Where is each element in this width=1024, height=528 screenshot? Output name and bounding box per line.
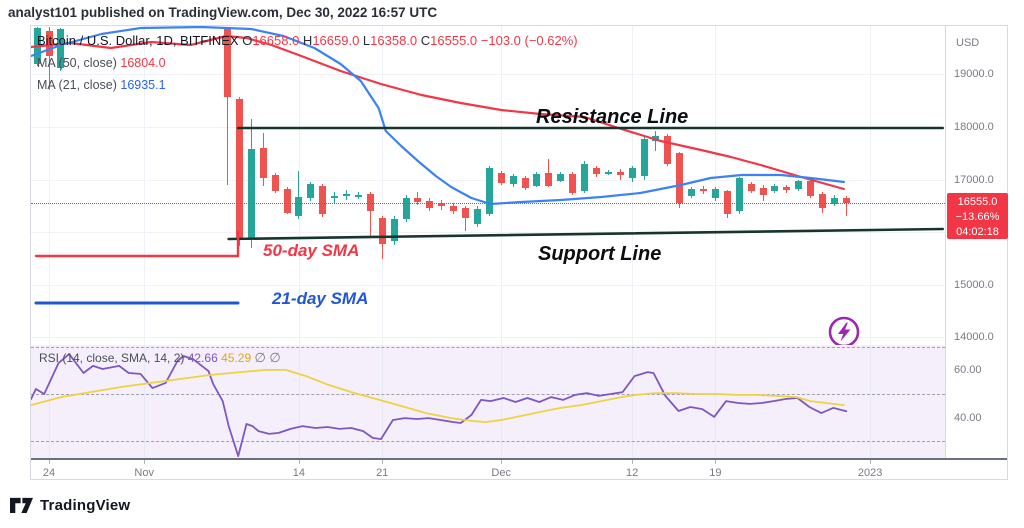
sma21-label: 21-day SMA <box>272 289 369 308</box>
time-tick: 19 <box>709 467 722 479</box>
rsi-legend[interactable]: RSI (14, close, SMA, 14, 2) 42.66 45.29 … <box>39 350 281 366</box>
time-tick: Nov <box>134 467 154 479</box>
time-tick: 2023 <box>857 467 883 479</box>
ma21-legend[interactable]: MA (21, close) 16935.1 <box>37 78 166 92</box>
ma50-value: 16804.0 <box>120 56 166 70</box>
price-tick: 14000.0 <box>954 331 994 344</box>
support-line-label: Support Line <box>538 243 662 265</box>
time-scale[interactable]: 24 Nov 14 21 Dec 12 19 2023 <box>31 460 945 481</box>
tradingview-logo-icon <box>10 497 33 513</box>
resistance-line-label: Resistance Line <box>536 106 689 128</box>
sma50-label: 50-day SMA <box>263 241 360 260</box>
price-tick: 18000.0 <box>954 120 994 133</box>
axis-divider <box>945 26 946 458</box>
published-byline: analyst101 published on TradingView.com,… <box>8 5 438 20</box>
time-tick: 14 <box>292 467 306 479</box>
time-tick: 21 <box>376 467 389 479</box>
lightning-icon[interactable] <box>827 315 861 345</box>
tradingview-brand-text: TradingView <box>40 496 131 514</box>
ma21-label: MA (21, close) <box>37 78 117 92</box>
time-tick: 24 <box>42 467 56 479</box>
price-overlays <box>31 26 945 305</box>
ohlc-values: O16658.0 H16659.0 L16358.0 C16555.0 <box>242 33 481 48</box>
tradingview-footer[interactable]: TradingView <box>10 496 130 514</box>
rsi-legend-label: RSI (14, close, SMA, 14, 2) <box>39 351 185 365</box>
last-price-tag: 16555.0 −13.66% 04:02:18 <box>947 193 1008 239</box>
price-scale[interactable]: USD 19000.0 18000.0 17000.0 15000.0 14000.0 … <box>946 26 1009 458</box>
time-tick: Dec <box>491 467 511 479</box>
rsi-curves <box>31 353 848 457</box>
currency-label: USD <box>956 37 980 49</box>
ma21-value: 16935.1 <box>120 78 166 92</box>
rsi-tick: 40.00 <box>954 411 982 424</box>
price-tick: 19000.0 <box>954 68 994 81</box>
rsi-tick: 60.00 <box>954 364 982 377</box>
time-axis-divider <box>31 458 1007 460</box>
ma50-legend[interactable]: MA (50, close) 16804.0 <box>37 56 166 70</box>
rsi-empty-values: ∅ ∅ <box>254 350 281 365</box>
symbol-legend[interactable]: Bitcoin / U.S. Dollar, 1D, BITFINEX O166… <box>37 33 578 48</box>
price-pane[interactable]: Resistance Line Support Line 50-day SMA … <box>31 26 945 345</box>
rsi-value: 42.66 <box>187 351 218 365</box>
tag-countdown: 04:02:18 <box>956 226 999 238</box>
symbol-title: Bitcoin / U.S. Dollar, 1D, BITFINEX <box>37 33 239 48</box>
rsi-pane[interactable]: RSI (14, close, SMA, 14, 2) 42.66 45.29 … <box>31 345 945 458</box>
ma50-label: MA (50, close) <box>37 56 117 70</box>
change-value: −103.0 (−0.62%) <box>480 33 578 48</box>
tag-change: −13.66% <box>955 211 1000 223</box>
price-tick: 17000.0 <box>954 173 994 186</box>
rsi-sma-value: 45.29 <box>221 351 252 365</box>
time-tick: 12 <box>625 467 639 479</box>
tag-price: 16555.0 <box>957 196 998 208</box>
price-tick: 15000.0 <box>954 278 994 291</box>
last-price-line <box>31 203 945 204</box>
chart-container: Resistance Line Support Line 50-day SMA … <box>30 25 1008 480</box>
